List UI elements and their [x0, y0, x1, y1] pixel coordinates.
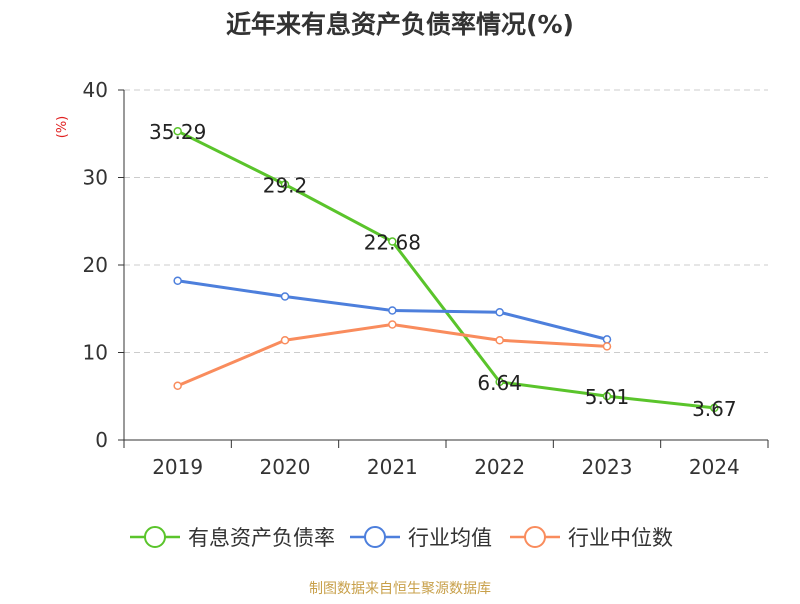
legend-item[interactable]: 行业均值: [350, 526, 492, 550]
x-tick-label: 2022: [474, 455, 525, 479]
x-tick-label: 2021: [367, 455, 418, 479]
x-tick-label: 2024: [689, 455, 740, 479]
legend-marker: [524, 526, 546, 548]
series-1: [173, 276, 612, 344]
y-axis-label: (%): [55, 116, 70, 139]
data-labels: 35.29 29.2 22.68 6.64 5.01 3.67: [149, 120, 737, 421]
x-tick-label: 2020: [260, 455, 311, 479]
legend[interactable]: 有息资产负债率 行业均值 行业中位数: [130, 526, 673, 550]
data-point[interactable]: [280, 336, 290, 345]
data-point[interactable]: [495, 336, 504, 345]
data-label: 29.2: [263, 174, 308, 198]
data-label: 22.68: [364, 231, 421, 255]
data-point[interactable]: [495, 377, 504, 387]
data-point[interactable]: [602, 335, 612, 344]
grid-lines: [124, 89, 768, 353]
legend-item[interactable]: 有息资产负债率: [130, 526, 335, 550]
data-label: 35.29: [149, 120, 206, 144]
legend-marker: [144, 526, 166, 548]
y-tick-label: 10: [83, 341, 108, 365]
legend-marker: [364, 526, 386, 548]
data-point[interactable]: [280, 292, 290, 301]
series-line: [176, 129, 715, 410]
data-point[interactable]: [173, 126, 182, 136]
x-tick-label: 2023: [582, 455, 633, 479]
data-point[interactable]: [602, 391, 612, 401]
data-label: 6.64: [477, 371, 522, 395]
y-tick-label: 20: [83, 253, 108, 277]
legend-label: 行业均值: [408, 526, 492, 550]
data-point[interactable]: [388, 237, 397, 246]
data-point[interactable]: [173, 381, 182, 390]
chart-title: 近年来有息资产负债率情况(%): [226, 10, 574, 39]
series-line: [177, 323, 608, 388]
data-point[interactable]: [280, 180, 290, 189]
x-tick-label: 2019: [152, 455, 203, 479]
series-layer: [173, 126, 719, 413]
axes: 0 10 20 30 40 2019 2020 2021 2022 2023 2024: [83, 78, 769, 479]
data-point[interactable]: [173, 276, 182, 285]
legend-item[interactable]: 行业中位数: [510, 526, 673, 550]
source-note: 制图数据来自恒生聚源数据库: [309, 581, 491, 597]
series-2: [173, 320, 612, 390]
data-label: 5.01: [585, 385, 630, 409]
y-tick-label: 0: [95, 428, 108, 452]
data-point[interactable]: [495, 308, 504, 317]
legend-label: 有息资产负债率: [188, 526, 335, 550]
legend-label: 行业中位数: [568, 526, 673, 550]
data-point[interactable]: [388, 320, 397, 329]
data-point[interactable]: [602, 342, 612, 351]
data-point[interactable]: [388, 306, 397, 315]
data-point[interactable]: [710, 403, 719, 413]
y-tick-label: 30: [83, 166, 108, 190]
data-label: 3.67: [692, 397, 737, 421]
y-tick-label: 40: [83, 78, 108, 102]
series-0: [173, 126, 719, 413]
